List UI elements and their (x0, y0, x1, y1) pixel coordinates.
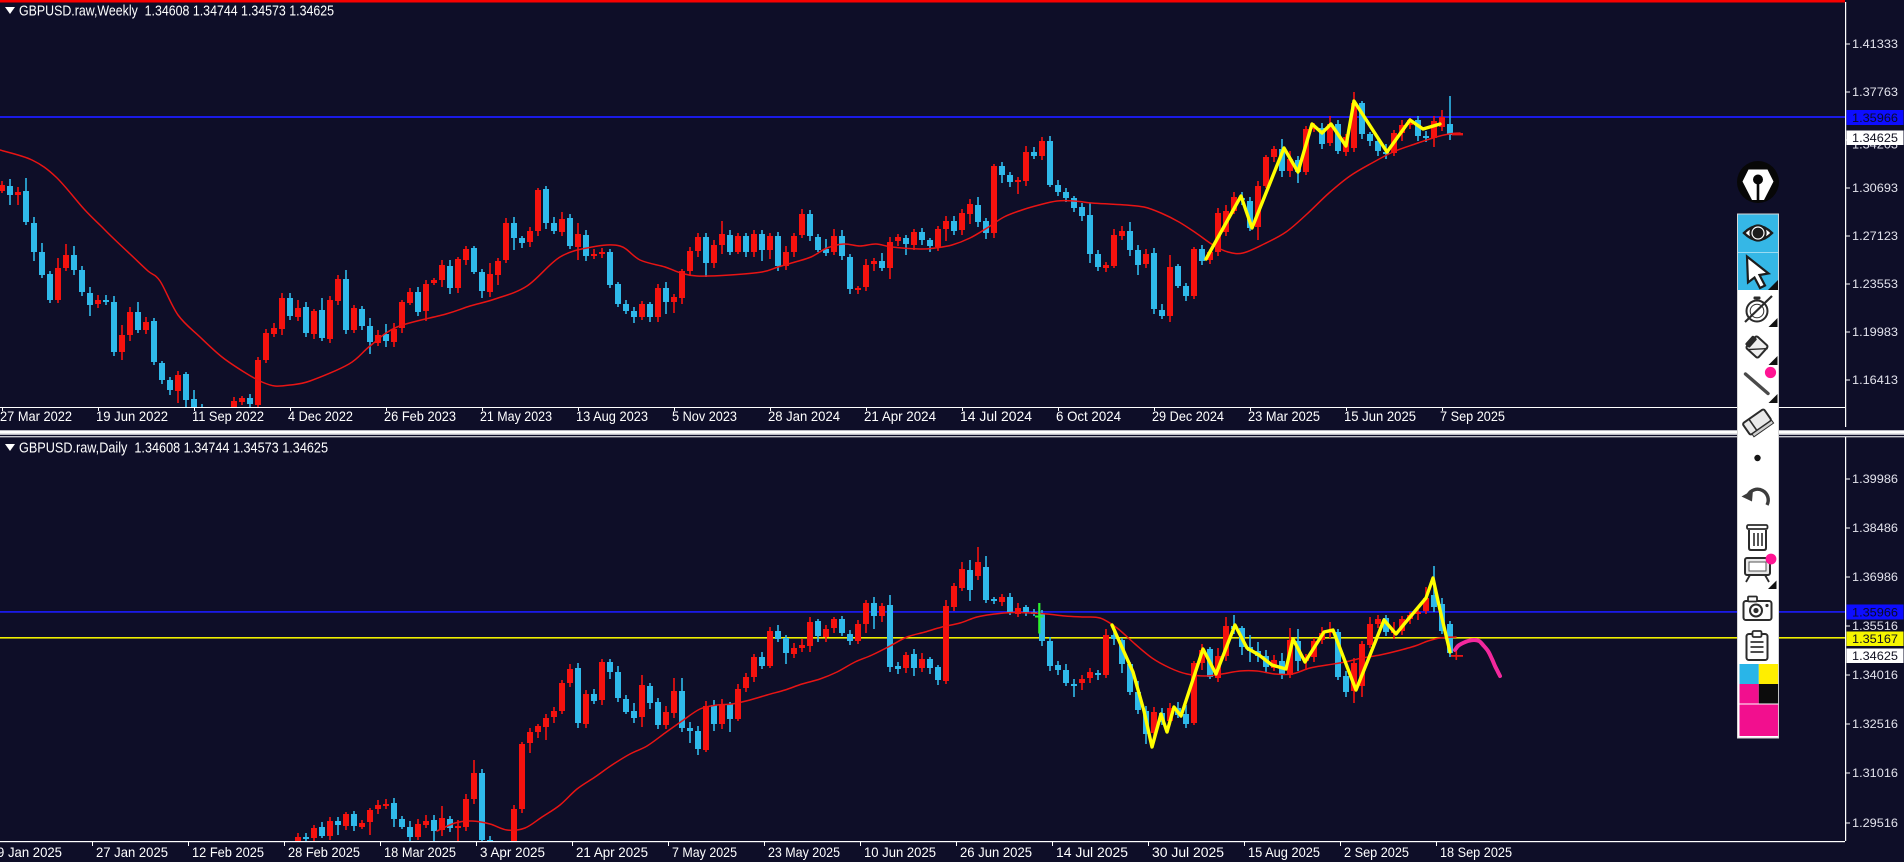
svg-text:9 Jan 2025: 9 Jan 2025 (0, 844, 62, 860)
svg-text:13 Aug 2023: 13 Aug 2023 (576, 408, 648, 424)
svg-text:1.36986: 1.36986 (1852, 570, 1898, 584)
svg-text:14 Jul 2025: 14 Jul 2025 (1056, 844, 1128, 860)
svg-text:GBPUSD.raw,Weekly 1.34608 1.3: GBPUSD.raw,Weekly 1.34608 1.34744 1.3457… (19, 3, 334, 20)
svg-text:7 Sep 2025: 7 Sep 2025 (1440, 408, 1505, 424)
svg-text:19 Jun 2022: 19 Jun 2022 (96, 408, 168, 424)
svg-text:12 Feb 2025: 12 Feb 2025 (192, 844, 264, 860)
svg-text:1.30693: 1.30693 (1852, 181, 1898, 195)
svg-text:1.35167: 1.35167 (1852, 632, 1898, 646)
svg-text:14 Jul 2024: 14 Jul 2024 (960, 408, 1032, 424)
svg-text:15 Jun 2025: 15 Jun 2025 (1344, 408, 1416, 424)
svg-text:15 Aug 2025: 15 Aug 2025 (1248, 844, 1320, 860)
svg-text:18 Sep 2025: 18 Sep 2025 (1440, 844, 1512, 860)
svg-text:1.32516: 1.32516 (1852, 717, 1898, 731)
svg-text:23 May 2025: 23 May 2025 (768, 844, 840, 860)
svg-text:1.34016: 1.34016 (1852, 668, 1898, 682)
svg-text:28 Feb 2025: 28 Feb 2025 (288, 844, 360, 860)
svg-text:26 Jun 2025: 26 Jun 2025 (960, 844, 1032, 860)
svg-text:1.34625: 1.34625 (1852, 649, 1898, 663)
svg-text:1.41333: 1.41333 (1852, 37, 1898, 51)
svg-text:1.16413: 1.16413 (1852, 373, 1898, 387)
svg-text:30 Jul 2025: 30 Jul 2025 (1152, 844, 1224, 860)
svg-text:1.19983: 1.19983 (1852, 325, 1898, 339)
svg-text:2 Sep 2025: 2 Sep 2025 (1344, 844, 1409, 860)
svg-text:27 Mar 2022: 27 Mar 2022 (0, 408, 72, 424)
svg-text:21 May 2023: 21 May 2023 (480, 408, 552, 424)
svg-text:11 Sep 2022: 11 Sep 2022 (192, 408, 264, 424)
svg-text:GBPUSD.raw,Daily 1.34608 1.34: GBPUSD.raw,Daily 1.34608 1.34744 1.34573… (19, 440, 328, 457)
svg-text:10 Jun 2025: 10 Jun 2025 (864, 844, 936, 860)
svg-text:1.34625: 1.34625 (1852, 131, 1898, 145)
svg-text:1.39986: 1.39986 (1852, 472, 1898, 486)
svg-text:1.29516: 1.29516 (1852, 816, 1898, 830)
svg-text:1.38486: 1.38486 (1852, 521, 1898, 535)
svg-text:5 Nov 2023: 5 Nov 2023 (672, 408, 737, 424)
svg-text:28 Jan 2024: 28 Jan 2024 (768, 408, 840, 424)
svg-text:29 Dec 2024: 29 Dec 2024 (1152, 408, 1224, 424)
svg-text:26 Feb 2023: 26 Feb 2023 (384, 408, 456, 424)
svg-text:7 May 2025: 7 May 2025 (672, 844, 737, 860)
svg-text:21 Apr 2024: 21 Apr 2024 (864, 408, 936, 424)
svg-text:6 Oct 2024: 6 Oct 2024 (1056, 408, 1121, 424)
svg-text:1.35966: 1.35966 (1852, 111, 1898, 125)
svg-text:27 Jan 2025: 27 Jan 2025 (96, 844, 168, 860)
svg-text:23 Mar 2025: 23 Mar 2025 (1248, 408, 1320, 424)
svg-text:1.35966: 1.35966 (1852, 606, 1898, 620)
svg-text:21 Apr 2025: 21 Apr 2025 (576, 844, 648, 860)
svg-text:1.23553: 1.23553 (1852, 277, 1898, 291)
svg-text:3 Apr 2025: 3 Apr 2025 (480, 844, 545, 860)
svg-text:18 Mar 2025: 18 Mar 2025 (384, 844, 456, 860)
svg-text:1.37763: 1.37763 (1852, 85, 1898, 99)
svg-text:1.35516: 1.35516 (1852, 619, 1898, 633)
svg-text:4 Dec 2022: 4 Dec 2022 (288, 408, 353, 424)
svg-text:1.31016: 1.31016 (1852, 766, 1898, 780)
svg-text:1.27123: 1.27123 (1852, 229, 1898, 243)
